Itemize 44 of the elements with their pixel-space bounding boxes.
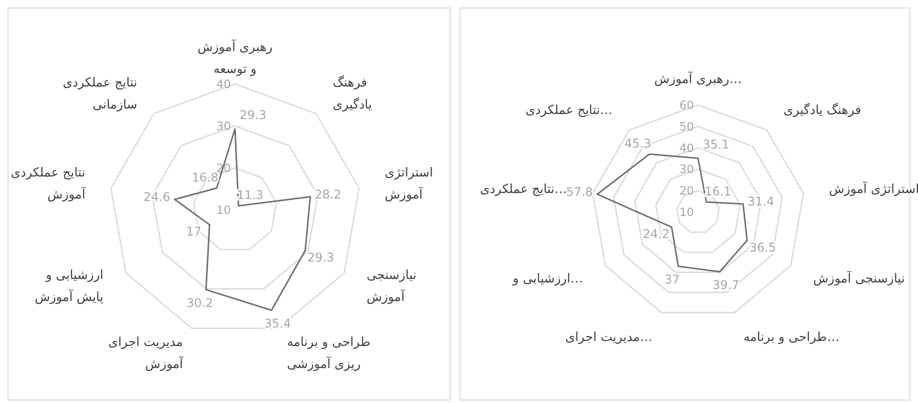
spoke-label: مدیریت اجرای… <box>565 328 653 345</box>
data-label: 29.3 <box>307 250 334 265</box>
data-label: 35.1 <box>702 137 730 152</box>
spoke-label: نتایج عملکردی سازمانی <box>62 74 138 113</box>
data-label: 29.3 <box>240 108 266 122</box>
spoke-label: مدیریت اجرای آموزش <box>108 334 184 372</box>
spoke-label: ارزشیابی و… <box>512 270 583 286</box>
y-tick-label: 30 <box>216 119 231 133</box>
data-label: 16.1 <box>704 184 732 198</box>
spoke-label: نتایج عملکردی آموزش <box>10 164 86 203</box>
spoke-label: رهبری آموزش… <box>654 71 742 87</box>
data-label: 37 <box>664 272 680 286</box>
data-label: 57.8 <box>566 184 593 199</box>
y-tick-label: 40 <box>679 140 694 155</box>
spoke-label: رهبری آموزش و توسعه <box>198 39 272 77</box>
y-tick-label: 10 <box>216 203 231 217</box>
spoke-label: فرهنگ یادگیری <box>783 102 862 118</box>
spoke-label: طراحی و برنامه… <box>743 328 840 345</box>
y-tick-label: 10 <box>679 205 694 219</box>
data-label: 28.2 <box>314 187 342 202</box>
spoke-label: استراتژی آموزش <box>828 180 918 197</box>
y-tick-label: 50 <box>679 119 694 134</box>
spoke-label: نیازسنجی آموزش <box>813 270 905 286</box>
data-label: 17 <box>186 224 202 239</box>
spoke-label: نتایج عملکردی… <box>480 180 568 197</box>
y-tick-label: 20 <box>679 184 694 198</box>
y-tick-label: 60 <box>679 98 694 112</box>
spoke-label: نتایج عملکردی… <box>525 102 613 118</box>
spoke-label: استراتژی آموزش <box>384 164 433 203</box>
data-label: 39.7 <box>712 278 740 292</box>
spoke-label: نیازسنجی آموزش <box>366 267 416 305</box>
data-label: 24.6 <box>144 190 170 204</box>
spoke-label: فرهنگ یادگیری <box>332 74 372 113</box>
data-label: 45.3 <box>624 136 652 150</box>
data-label: 24.2 <box>642 227 670 242</box>
spoke-label: ارزشیابی و پایش آموزش <box>34 267 104 305</box>
data-label: 36.5 <box>749 240 776 254</box>
data-label: 30.2 <box>186 296 214 310</box>
y-tick-label: 40 <box>216 77 231 91</box>
data-label: 35.4 <box>264 316 291 330</box>
spoke-label: طراحی و برنامه ریزی آموزشی <box>286 334 371 372</box>
data-label: 16.8 <box>192 170 218 184</box>
y-tick-label: 30 <box>679 162 694 176</box>
data-label: 31.4 <box>747 194 774 209</box>
